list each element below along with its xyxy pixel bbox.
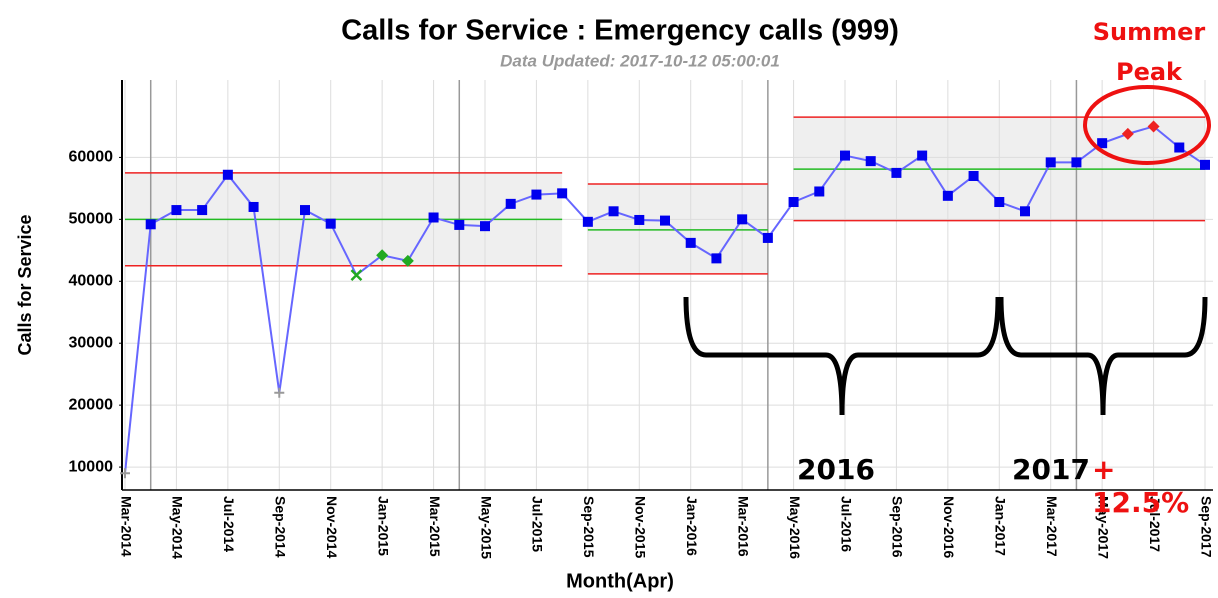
point	[1045, 157, 1056, 168]
y-axis-label: Calls for Service	[15, 214, 35, 355]
year-2017-label: 2017	[1012, 453, 1090, 486]
x-tick-label: Mar-2015	[427, 496, 443, 557]
point	[145, 219, 156, 230]
x-tick-label: Sep-2015	[581, 496, 597, 558]
point	[840, 150, 850, 161]
point	[480, 221, 490, 232]
point	[531, 189, 542, 200]
x-tick-label: Sep-2016	[890, 496, 906, 558]
x-tick-label: Jul-2014	[221, 496, 237, 552]
y-tick-label: 60000	[69, 149, 114, 166]
point	[634, 214, 645, 225]
summer-peak-label: Summer Peak	[1092, 18, 1206, 86]
y-tick-label: 10000	[69, 458, 114, 475]
brace-2016	[683, 296, 1001, 416]
point	[557, 188, 568, 199]
x-tick-label: Mar-2017	[1044, 496, 1060, 557]
point	[222, 169, 233, 180]
point	[994, 197, 1005, 208]
point	[300, 205, 310, 216]
x-tick-label: Mar-2014	[118, 496, 134, 557]
point	[762, 232, 773, 243]
point	[582, 216, 593, 227]
point	[171, 205, 182, 216]
point	[428, 212, 439, 223]
x-tick-label: May-2016	[787, 496, 803, 559]
x-tick-label: May-2014	[170, 496, 186, 559]
point	[814, 186, 825, 197]
y-tick-label: 40000	[69, 273, 114, 290]
x-tick-label: Sep-2017	[1198, 496, 1214, 558]
point	[660, 215, 670, 226]
point	[865, 156, 876, 167]
point	[197, 205, 208, 216]
point	[376, 249, 389, 262]
point	[325, 218, 336, 229]
chart-subtitle: Data Updated: 2017-10-12 05:00:01	[500, 51, 780, 70]
brace-2017	[998, 296, 1208, 416]
point	[1020, 206, 1030, 217]
point	[968, 170, 979, 181]
point	[788, 197, 799, 208]
x-tick-label: Nov-2014	[324, 496, 340, 558]
point	[891, 167, 902, 178]
x-tick-label: Nov-2015	[633, 496, 649, 558]
x-tick-label: Sep-2014	[273, 496, 289, 558]
point	[1174, 142, 1185, 153]
point	[685, 237, 696, 248]
chart-title: Calls for Service : Emergency calls (999…	[341, 15, 899, 47]
point	[350, 269, 363, 281]
y-tick-label: 20000	[69, 396, 114, 413]
x-axis-label: Month(Apr)	[566, 570, 674, 592]
x-tick-label: Mar-2016	[735, 496, 751, 557]
peak-circle	[1083, 85, 1211, 165]
point	[917, 150, 928, 161]
point	[505, 198, 516, 209]
point	[274, 387, 285, 398]
x-tick-label: Jan-2016	[684, 496, 700, 556]
x-tick-label: Jan-2017	[993, 496, 1009, 556]
point	[737, 214, 748, 225]
point	[608, 206, 619, 217]
point	[248, 201, 259, 212]
point	[401, 254, 414, 267]
x-tick-label: Jul-2016	[838, 496, 854, 552]
point	[1071, 157, 1082, 168]
plot: 10000 20000 30000 40000 50000 60000 Mar-2014 Ma…	[69, 80, 1214, 559]
point	[1147, 120, 1160, 133]
point	[711, 253, 722, 264]
x-tick-label: Jan-2015	[375, 496, 391, 556]
point	[120, 468, 130, 479]
growth-label: + 12.5%	[1092, 453, 1190, 519]
x-tick-label: May-2015	[478, 496, 494, 559]
x-tick-label: May-2017	[1095, 496, 1111, 559]
y-tick-label: 50000	[69, 211, 114, 228]
point	[1200, 159, 1210, 170]
point	[942, 190, 953, 201]
x-tick-label: Jul-2017	[1147, 496, 1163, 552]
year-2016-label: 2016	[797, 453, 875, 486]
control-band	[587, 184, 768, 274]
point	[1097, 138, 1108, 149]
point	[454, 219, 465, 230]
y-tick-label: 30000	[69, 334, 114, 351]
point	[1121, 127, 1134, 140]
x-tick-label: Jul-2015	[530, 496, 546, 552]
x-tick-label: Nov-2016	[941, 496, 957, 558]
